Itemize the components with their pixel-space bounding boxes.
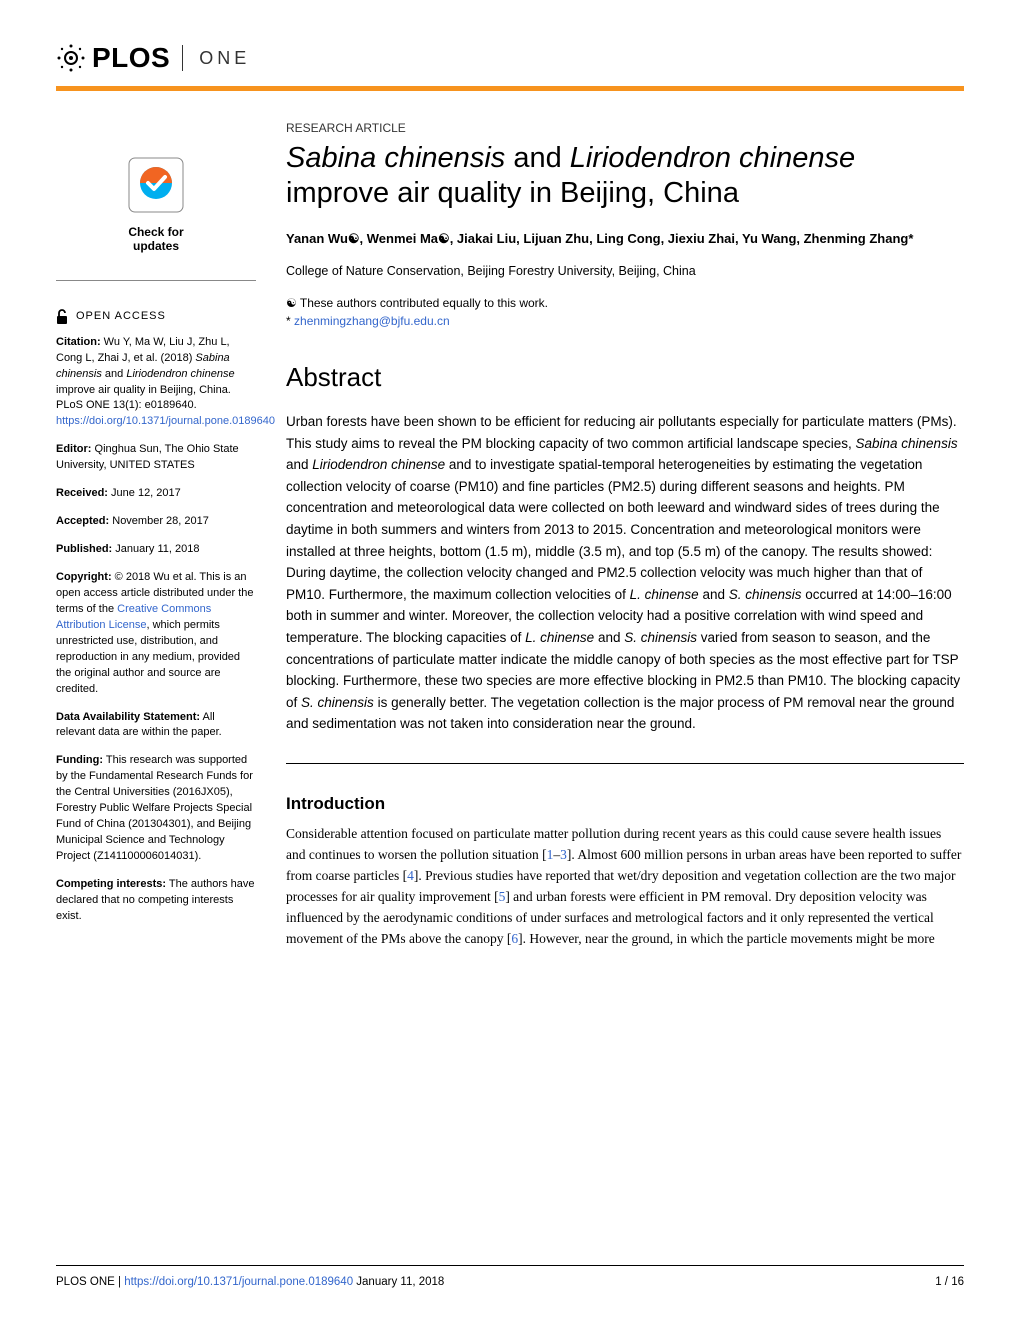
footer-left: PLOS ONE | https://doi.org/10.1371/journ…: [56, 1276, 444, 1288]
abstract-text: Urban forests have been shown to be effi…: [286, 411, 964, 735]
citation-block: Citation: Wu Y, Ma W, Liu J, Zhu L, Cong…: [56, 335, 256, 431]
reference-link[interactable]: 6: [511, 931, 518, 946]
reference-link[interactable]: 1: [547, 847, 554, 862]
journal-name: ONE: [199, 48, 250, 69]
footer-doi-link[interactable]: https://doi.org/10.1371/journal.pone.018…: [124, 1276, 353, 1288]
open-access-label: OPEN ACCESS: [76, 309, 166, 325]
plos-icon: [56, 43, 86, 73]
article-title: Sabina chinensis and Liriodendron chinen…: [286, 141, 964, 211]
equal-contribution-note: ☯ These authors contributed equally to t…: [286, 294, 964, 312]
reference-link[interactable]: 3: [560, 847, 567, 862]
plos-text: PLOS: [92, 42, 170, 74]
correspondence-note: * zhenmingzhang@bjfu.edu.cn: [286, 312, 964, 330]
editor-block: Editor: Qinghua Sun, The Ohio State Univ…: [56, 442, 256, 474]
corr-email-link[interactable]: zhenmingzhang@bjfu.edu.cn: [294, 314, 450, 328]
reference-link[interactable]: 4: [407, 868, 414, 883]
plos-logo: PLOS: [56, 42, 170, 74]
section-rule: [286, 763, 964, 764]
funding-block: Funding: This research was supported by …: [56, 753, 256, 865]
introduction-text: Considerable attention focused on partic…: [286, 824, 964, 950]
copyright-block: Copyright: © 2018 Wu et al. This is an o…: [56, 570, 256, 698]
citation-doi-link[interactable]: https://doi.org/10.1371/journal.pone.018…: [56, 415, 275, 427]
check-updates-widget[interactable]: Check for updates: [56, 157, 256, 281]
open-access-row: OPEN ACCESS: [56, 309, 256, 325]
check-updates-label: Check for updates: [56, 225, 256, 254]
page-number: 1 / 16: [935, 1276, 964, 1288]
sidebar: Check for updates OPEN ACCESS Citation: …: [56, 121, 256, 950]
accent-bar: [56, 86, 964, 91]
received-block: Received: June 12, 2017: [56, 486, 256, 502]
journal-logo: PLOS ONE: [56, 42, 964, 74]
accepted-block: Accepted: November 28, 2017: [56, 514, 256, 530]
affiliation: College of Nature Conservation, Beijing …: [286, 264, 964, 278]
abstract-heading: Abstract: [286, 362, 964, 393]
article-type: RESEARCH ARTICLE: [286, 121, 964, 135]
published-block: Published: January 11, 2018: [56, 542, 256, 558]
introduction-heading: Introduction: [286, 794, 964, 814]
main-content: RESEARCH ARTICLE Sabina chinensis and Li…: [286, 121, 964, 950]
crossmark-icon: [128, 157, 184, 213]
logo-divider: [182, 45, 183, 71]
page-footer: PLOS ONE | https://doi.org/10.1371/journ…: [56, 1265, 964, 1288]
open-lock-icon: [56, 309, 70, 325]
authors-list: Yanan Wu☯, Wenmei Ma☯, Jiakai Liu, Lijua…: [286, 229, 964, 249]
data-availability-block: Data Availability Statement: All relevan…: [56, 710, 256, 742]
competing-interests-block: Competing interests: The authors have de…: [56, 877, 256, 925]
reference-link[interactable]: 5: [499, 889, 506, 904]
